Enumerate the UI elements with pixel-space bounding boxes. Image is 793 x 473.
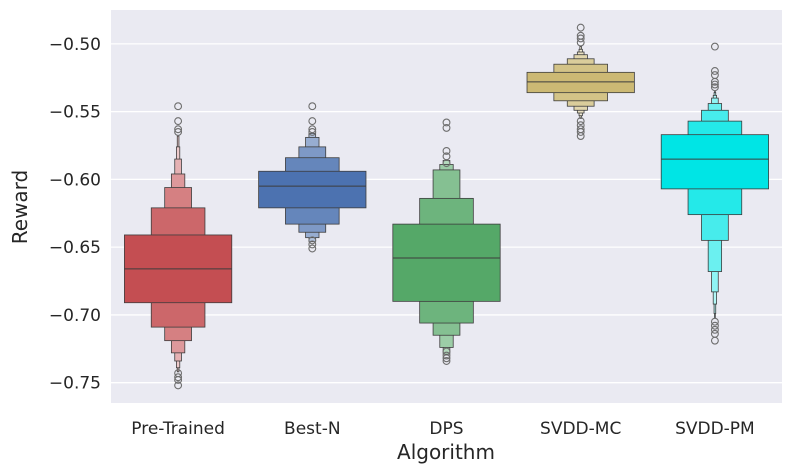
y-tick-label: −0.55 [49,103,101,123]
outlier-point [308,102,317,111]
outlier-point [174,376,183,384]
outlier-point [442,354,451,363]
outlier-point [442,118,451,127]
boxen-level-0 [660,134,769,190]
x-tick-labels: Pre-Trained Best-N DPS SVDD-MC SVDD-PM [131,419,754,439]
outlier-point [576,132,585,140]
outlier-point [576,23,585,32]
outlier-point [576,117,585,126]
outlier-point [308,236,317,245]
outlier-point [442,123,451,132]
outlier-point [308,117,317,126]
outlier-point [308,240,317,249]
outlier-point [710,336,719,345]
outlier-point [710,67,719,75]
boxen-level-0 [258,170,367,209]
outlier-point [308,244,317,253]
boxen-dps [392,118,501,365]
outlier-point [710,77,719,86]
y-tick-labels: −0.75 −0.70 −0.65 −0.60 −0.55 −0.50 [49,35,101,394]
y-tick-label: −0.65 [49,238,101,258]
outlier-point [710,42,719,51]
outlier-point [710,83,719,92]
x-tick-label: DPS [429,419,463,439]
outlier-point [174,128,183,136]
y-tick-label: −0.50 [49,35,101,55]
outlier-point [174,117,183,126]
outlier-point [442,351,451,360]
x-tick-label: SVDD-MC [540,419,621,439]
outlier-point [442,146,451,155]
x-tick-label: Pre-Trained [131,419,225,439]
outlier-point [442,159,451,168]
outlier-point [576,38,585,47]
x-axis-title: Algorithm [397,440,495,464]
x-tick-label: Best-N [284,419,341,439]
boxen-svdd-pm [660,42,769,345]
boxen-pre-trained [124,102,233,390]
y-axis-title: Reward [8,170,32,244]
y-tick-label: −0.60 [49,170,101,190]
outlier-point [576,34,585,43]
outlier-point [710,321,719,330]
outlier-point [174,381,183,390]
boxen-best-n [258,102,367,253]
outlier-point [308,128,317,136]
outlier-point [174,125,183,134]
y-tick-label: −0.70 [49,306,101,326]
boxen-svdd-mc [526,23,635,140]
x-tick-label: SVDD-PM [675,419,755,439]
outlier-point [174,102,183,111]
outlier-point [710,325,719,334]
outlier-point [710,80,719,89]
outlier-point [308,125,317,134]
outlier-point [174,373,183,382]
boxen-series [124,23,769,390]
boxen-level-0 [526,71,635,94]
boxen-level-0 [392,223,501,302]
outlier-point [710,317,719,326]
outlier-point [442,357,451,365]
outlier-point [576,128,585,136]
y-tick-label: −0.75 [49,374,101,394]
